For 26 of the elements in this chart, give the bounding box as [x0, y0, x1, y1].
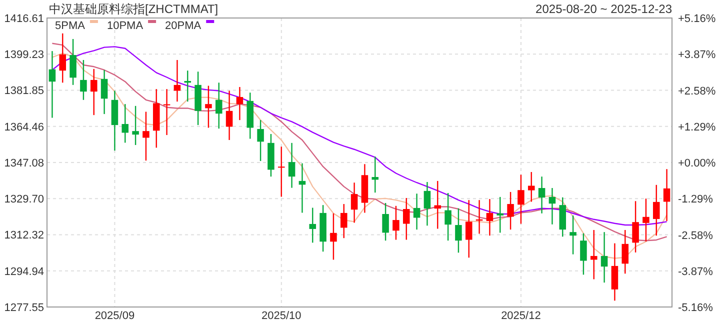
- y2-tick-label: +3.87%: [678, 49, 716, 62]
- y-tick-label: 1416.61: [4, 13, 44, 25]
- x-tick-label: 2025/09: [94, 310, 135, 320]
- y-tick-label: 1294.94: [4, 266, 44, 278]
- legend-label: 5PMA: [55, 20, 86, 32]
- y-tick-label: 1277.55: [4, 302, 44, 314]
- y-tick-label: 1347.08: [4, 158, 44, 170]
- y2-tick-label: +0.00%: [678, 158, 716, 170]
- y2-tick-label: -5.16%: [678, 302, 714, 314]
- chart-title: 中汉基础原料综指[ZHCTMMAT]: [49, 2, 218, 16]
- y-tick-label: 1329.70: [4, 194, 44, 206]
- x-tick-label: 2025/10: [261, 310, 302, 320]
- legend-label: 10PMA: [106, 20, 144, 32]
- y2-tick-label: -3.87%: [678, 266, 714, 278]
- y2-tick-label: -1.29%: [678, 194, 714, 206]
- y2-tick-label: +5.16%: [678, 13, 716, 25]
- y-tick-label: 1312.32: [4, 230, 44, 242]
- y2-tick-label: -2.58%: [678, 230, 714, 242]
- x-tick-label: 2025/12: [501, 310, 541, 320]
- y-tick-label: 1381.85: [4, 85, 44, 98]
- y-tick-label: 1364.46: [4, 121, 44, 134]
- legend-label: 20PMA: [165, 20, 202, 32]
- y2-tick-label: +1.29%: [678, 121, 716, 134]
- y2-tick-label: +2.58%: [678, 85, 716, 98]
- chart-subtitle: 2025-08-20 ~ 2025-12-23: [536, 2, 672, 16]
- y-tick-label: 1399.23: [4, 49, 44, 62]
